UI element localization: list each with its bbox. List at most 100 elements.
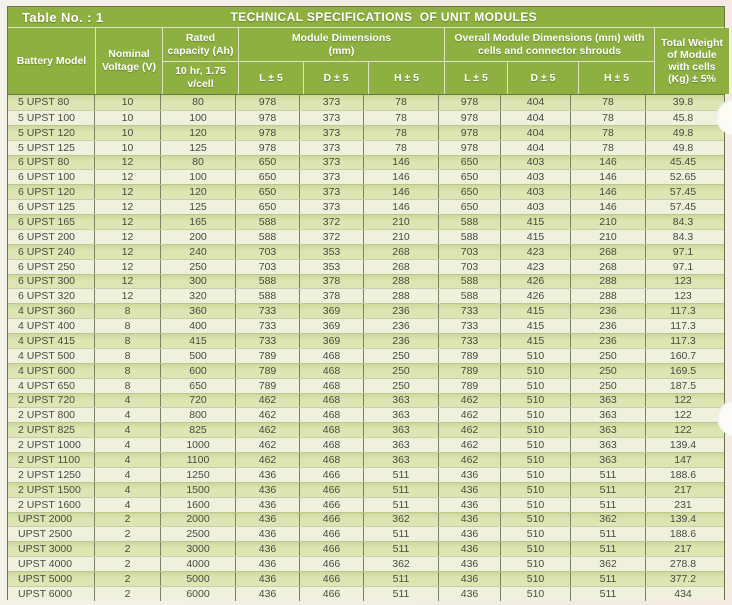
value-cell: 510 [501, 497, 571, 512]
value-cell: 468 [300, 363, 364, 378]
battery-model-cell: 2 UPST 825 [8, 423, 95, 438]
value-cell: 373 [300, 200, 364, 214]
value-cell: 250 [571, 378, 646, 393]
value-cell: 703 [236, 259, 300, 274]
table-row: UPST 3000 2 3000 436 466 511 436 510 511 217 [8, 541, 724, 557]
value-cell: 462 [236, 423, 300, 438]
value-cell: 2 [95, 542, 161, 557]
battery-model-cell: UPST 4000 [8, 557, 95, 571]
value-cell: 125 [161, 200, 236, 214]
value-cell: 468 [300, 393, 364, 408]
table-row: 6 UPST 200 12 200 588 372 210 588 415 210 84.3 [8, 228, 724, 244]
value-cell: 511 [571, 586, 646, 601]
header-module-dimensions-label: Module Dimensions (mm) [291, 31, 392, 57]
value-cell: 78 [571, 140, 646, 155]
value-cell: 363 [364, 393, 439, 408]
value-cell: 462 [236, 453, 300, 467]
value-cell: 288 [364, 289, 439, 304]
table-row: UPST 5000 2 5000 436 466 511 436 510 511 377.2 [8, 571, 724, 586]
value-cell: 10 [95, 125, 161, 140]
value-cell: 369 [300, 304, 364, 319]
value-cell: 363 [571, 393, 646, 408]
value-cell: 510 [501, 512, 571, 527]
value-cell: 650 [161, 378, 236, 393]
value-cell: 650 [236, 185, 300, 200]
value-cell: 373 [300, 140, 364, 155]
value-cell: 436 [439, 467, 501, 482]
value-cell: 733 [439, 319, 501, 333]
table-row: 2 UPST 1500 4 1500 436 466 511 436 510 511 217 [8, 481, 724, 497]
value-cell: 588 [439, 274, 501, 289]
value-cell: 800 [161, 408, 236, 423]
value-cell: 4 [95, 467, 161, 482]
header-overall-h: H ± 5 [579, 62, 654, 94]
header-overall-l: L ± 5 [445, 62, 507, 94]
value-cell: 650 [236, 155, 300, 170]
value-cell: 436 [236, 557, 300, 571]
value-cell: 12 [95, 289, 161, 304]
value-cell: 146 [571, 185, 646, 200]
value-cell: 78 [571, 95, 646, 110]
value-cell: 510 [501, 378, 571, 393]
value-cell: 12 [95, 215, 161, 229]
value-cell: 978 [236, 110, 300, 125]
value-cell: 250 [364, 378, 439, 393]
battery-model-cell: 2 UPST 1250 [8, 467, 95, 482]
value-cell: 978 [236, 140, 300, 155]
value-cell: 511 [571, 482, 646, 497]
table-row: 5 UPST 80 10 80 978 373 78 978 404 78 39.8 [8, 95, 724, 110]
spec-table: Table No. : 1 TECHNICAL SPECIFICATIONS O… [7, 6, 729, 601]
value-cell: 78 [571, 110, 646, 125]
battery-model-cell: 6 UPST 320 [8, 289, 95, 304]
value-cell: 404 [501, 140, 571, 155]
value-cell: 117.3 [670, 305, 696, 318]
value-cell: 462 [439, 408, 501, 423]
value-cell: 415 [501, 304, 571, 319]
value-cell: 434 [674, 587, 692, 600]
value-cell: 250 [364, 363, 439, 378]
table-row: 6 UPST 165 12 165 588 372 210 588 415 210 84.3 [8, 214, 724, 229]
battery-model-cell: 2 UPST 720 [8, 393, 95, 408]
value-cell: 436 [236, 482, 300, 497]
value-cell: 650 [439, 155, 501, 170]
value-cell: 12 [95, 200, 161, 214]
value-cell: 510 [501, 542, 571, 557]
value-cell: 978 [439, 125, 501, 140]
value-cell: 4000 [161, 557, 236, 571]
value-cell: 52.65 [669, 171, 697, 184]
battery-model-cell: 4 UPST 600 [8, 363, 95, 378]
page-notch-bottom [717, 400, 732, 436]
battery-model-cell: 6 UPST 80 [8, 155, 95, 170]
value-cell: 373 [300, 170, 364, 185]
value-cell: 146 [364, 200, 439, 214]
value-cell: 146 [364, 155, 439, 170]
value-cell: 117.3 [670, 334, 696, 347]
value-cell: 78 [364, 125, 439, 140]
value-cell: 160.7 [669, 349, 697, 362]
value-cell: 436 [236, 572, 300, 586]
value-cell: 436 [236, 527, 300, 542]
value-cell: 462 [439, 438, 501, 452]
value-cell: 403 [501, 200, 571, 214]
table-row: 4 UPST 360 8 360 733 369 236 733 415 236 117.3 [8, 303, 724, 319]
value-cell: 146 [571, 170, 646, 185]
value-cell: 146 [571, 155, 646, 170]
value-cell: 288 [364, 274, 439, 289]
value-cell: 188.6 [669, 528, 697, 541]
value-cell: 39.8 [672, 96, 694, 109]
battery-model-cell: UPST 3000 [8, 542, 95, 557]
battery-model-cell: 4 UPST 360 [8, 304, 95, 319]
value-cell: 703 [439, 259, 501, 274]
value-cell: 466 [300, 512, 364, 527]
value-cell: 511 [571, 527, 646, 542]
value-cell: 403 [501, 155, 571, 170]
value-cell: 78 [364, 140, 439, 155]
value-cell: 511 [364, 527, 439, 542]
value-cell: 978 [236, 95, 300, 110]
value-cell: 423 [501, 259, 571, 274]
table-row: UPST 2500 2 2500 436 466 511 436 510 511 188.6 [8, 526, 724, 542]
value-cell: 122 [674, 409, 692, 422]
header-rated-capacity: Rated capacity (Ah) [163, 28, 238, 61]
value-cell: 8 [95, 363, 161, 378]
value-cell: 4 [95, 497, 161, 512]
